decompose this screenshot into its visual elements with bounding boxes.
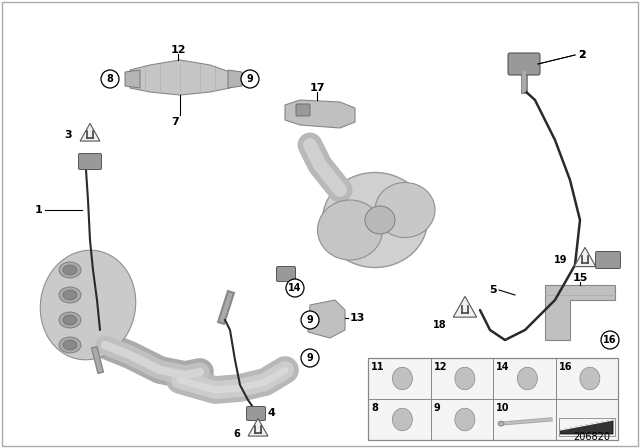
- Polygon shape: [545, 285, 615, 340]
- Ellipse shape: [59, 337, 81, 353]
- Text: 8: 8: [107, 74, 113, 84]
- Text: 13: 13: [350, 313, 365, 323]
- Text: 14: 14: [288, 283, 301, 293]
- Text: 14: 14: [496, 362, 509, 372]
- Ellipse shape: [365, 206, 395, 234]
- Text: 4: 4: [268, 408, 276, 418]
- Ellipse shape: [59, 262, 81, 278]
- Ellipse shape: [392, 408, 412, 431]
- Circle shape: [301, 311, 319, 329]
- Polygon shape: [125, 70, 140, 88]
- FancyBboxPatch shape: [79, 154, 102, 169]
- Ellipse shape: [59, 287, 81, 303]
- Ellipse shape: [317, 200, 383, 260]
- Polygon shape: [130, 60, 230, 95]
- Text: 7: 7: [171, 117, 179, 127]
- Polygon shape: [285, 100, 355, 128]
- Circle shape: [101, 70, 119, 88]
- Text: 5: 5: [490, 285, 497, 295]
- Polygon shape: [228, 70, 242, 88]
- Text: 11: 11: [371, 362, 385, 372]
- Text: 9: 9: [433, 403, 440, 413]
- Ellipse shape: [517, 367, 538, 390]
- Ellipse shape: [63, 340, 77, 350]
- Text: 6: 6: [233, 429, 240, 439]
- Ellipse shape: [455, 408, 475, 431]
- Text: 12: 12: [170, 45, 186, 55]
- FancyBboxPatch shape: [595, 251, 621, 268]
- Ellipse shape: [63, 290, 77, 300]
- Text: 18: 18: [433, 320, 447, 330]
- Text: 2: 2: [578, 50, 585, 60]
- Text: 16: 16: [559, 362, 572, 372]
- Polygon shape: [453, 296, 477, 317]
- Circle shape: [286, 279, 304, 297]
- Ellipse shape: [498, 421, 504, 426]
- FancyBboxPatch shape: [296, 104, 310, 116]
- Text: 10: 10: [496, 403, 509, 413]
- Text: 19: 19: [554, 255, 567, 265]
- Circle shape: [301, 349, 319, 367]
- Ellipse shape: [63, 315, 77, 325]
- Ellipse shape: [375, 182, 435, 237]
- Circle shape: [601, 331, 619, 349]
- Text: 17: 17: [309, 83, 324, 93]
- Text: 9: 9: [307, 315, 314, 325]
- Text: 8: 8: [371, 403, 378, 413]
- Text: 9: 9: [307, 353, 314, 363]
- Text: 1: 1: [35, 205, 42, 215]
- FancyBboxPatch shape: [246, 406, 266, 421]
- Ellipse shape: [40, 250, 136, 360]
- Ellipse shape: [580, 367, 600, 390]
- Polygon shape: [308, 300, 345, 338]
- FancyBboxPatch shape: [368, 358, 618, 440]
- Text: 3: 3: [65, 130, 72, 140]
- FancyBboxPatch shape: [276, 267, 296, 281]
- Ellipse shape: [392, 367, 412, 390]
- Polygon shape: [248, 418, 268, 436]
- Text: 2: 2: [578, 50, 586, 60]
- Text: 16: 16: [604, 335, 617, 345]
- Circle shape: [241, 70, 259, 88]
- Polygon shape: [80, 124, 100, 141]
- Text: 12: 12: [433, 362, 447, 372]
- FancyBboxPatch shape: [508, 53, 540, 75]
- Polygon shape: [574, 247, 596, 267]
- Ellipse shape: [455, 367, 475, 390]
- Ellipse shape: [63, 265, 77, 275]
- Ellipse shape: [323, 172, 428, 267]
- Polygon shape: [561, 420, 613, 434]
- Text: 9: 9: [246, 74, 253, 84]
- Text: 15: 15: [572, 273, 588, 283]
- Text: 206820: 206820: [573, 432, 610, 442]
- Ellipse shape: [59, 312, 81, 328]
